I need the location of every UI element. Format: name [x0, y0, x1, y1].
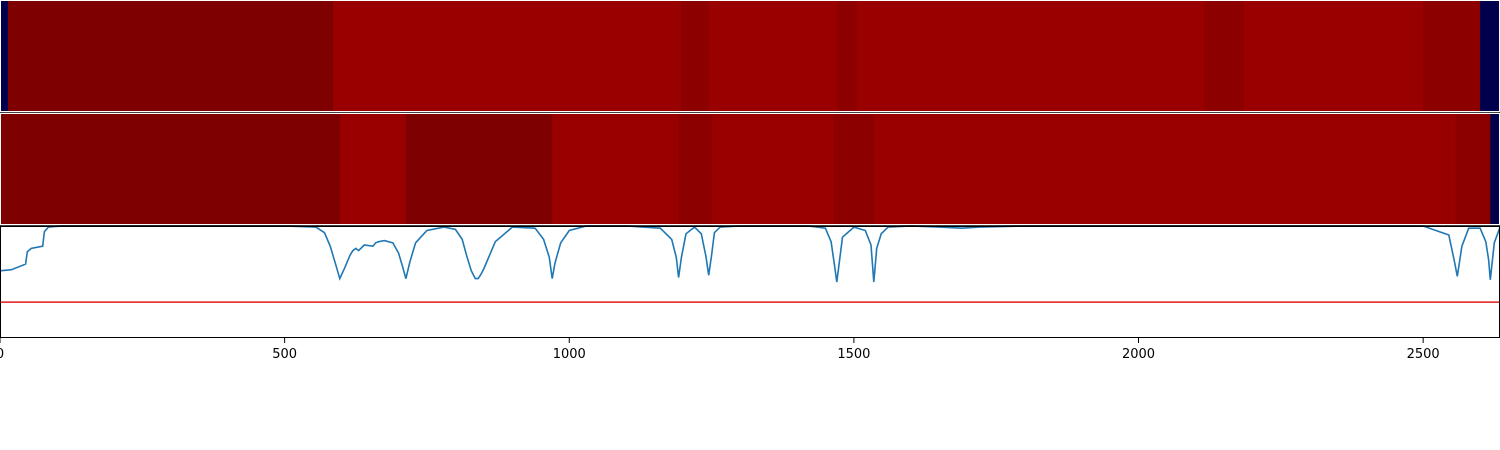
heatmap-segment-r1-10 [1490, 113, 1500, 225]
heatmap-row-middle [0, 113, 1500, 225]
heatmap-segment-r0-5 [836, 0, 858, 112]
heatmap-segment-r0-7 [1203, 0, 1245, 112]
heatmap-row-top [0, 0, 1500, 112]
x-tick-label-1000: 1000 [553, 347, 586, 362]
heatmap-segment-r1-1 [339, 113, 407, 225]
heatmap-segment-r0-0 [0, 0, 9, 112]
x-tick-label-2500: 2500 [1407, 347, 1440, 362]
heatmap-segment-r0-4 [708, 0, 838, 112]
line-plot-panel [0, 225, 1500, 338]
x-tick-label-0: 0 [0, 347, 4, 362]
heatmap-segment-r1-7 [833, 113, 875, 225]
heatmap-segment-r1-2 [405, 113, 479, 225]
x-tick-label-500: 500 [272, 347, 297, 362]
heatmap-segment-r1-9 [1455, 113, 1491, 225]
heatmap-segment-r0-3 [681, 0, 710, 112]
heatmap-segment-r1-3 [478, 113, 553, 225]
x-tick-label-2000: 2000 [1122, 347, 1155, 362]
heatmap-segment-r1-5 [678, 113, 713, 225]
line-plot-background [0, 226, 1500, 338]
heatmap-segment-r1-6 [711, 113, 835, 225]
x-tick-label-1500: 1500 [837, 347, 870, 362]
heatmap-segment-r0-8 [1243, 0, 1424, 112]
heatmap-segment-r0-10 [1480, 0, 1500, 112]
heatmap-segment-r1-0 [0, 113, 341, 225]
heatmap-segment-r0-2 [333, 0, 682, 112]
heatmap-segment-r0-1 [7, 0, 334, 112]
x-axis: 0 500 1000 1500 2000 2500 [0, 338, 1440, 362]
heatmap-segment-r0-9 [1423, 0, 1481, 112]
heatmap-segment-r1-8 [873, 113, 1457, 225]
heatmap-segment-r0-6 [856, 0, 1205, 112]
heatmap-segment-r1-4 [552, 113, 680, 225]
